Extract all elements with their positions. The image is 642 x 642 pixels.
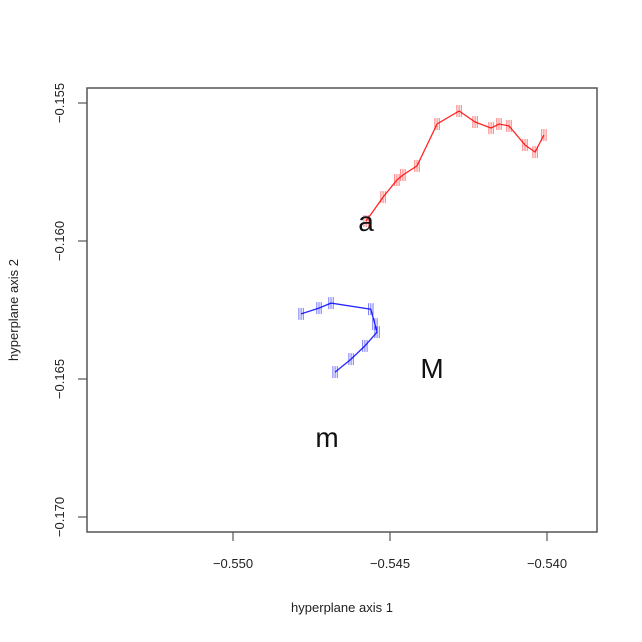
- x-axis: −0.550 −0.545 −0.540 hyperplane axis 1: [213, 532, 567, 615]
- x-tick-label: −0.545: [370, 556, 410, 571]
- annotation-m: m: [315, 422, 338, 453]
- x-axis-title: hyperplane axis 1: [291, 600, 393, 615]
- series-line: [365, 110, 545, 222]
- y-tick-label: −0.160: [52, 221, 67, 261]
- y-tick-label: −0.155: [52, 83, 67, 123]
- series-a: [363, 105, 547, 228]
- annotation-M: M: [420, 353, 443, 384]
- y-axis: −0.155 −0.160 −0.165 −0.170 hyperplane a…: [6, 83, 87, 537]
- series-m: [298, 297, 380, 379]
- y-axis-title: hyperplane axis 2: [6, 259, 21, 361]
- x-tick-label: −0.550: [213, 556, 253, 571]
- plot-frame: [86, 87, 598, 533]
- series-layer: [298, 105, 547, 379]
- x-tick-label: −0.540: [527, 556, 567, 571]
- y-tick-label: −0.170: [52, 497, 67, 537]
- series-line: [300, 302, 378, 373]
- y-tick-label: −0.165: [52, 359, 67, 399]
- annotation-a: a: [358, 206, 374, 237]
